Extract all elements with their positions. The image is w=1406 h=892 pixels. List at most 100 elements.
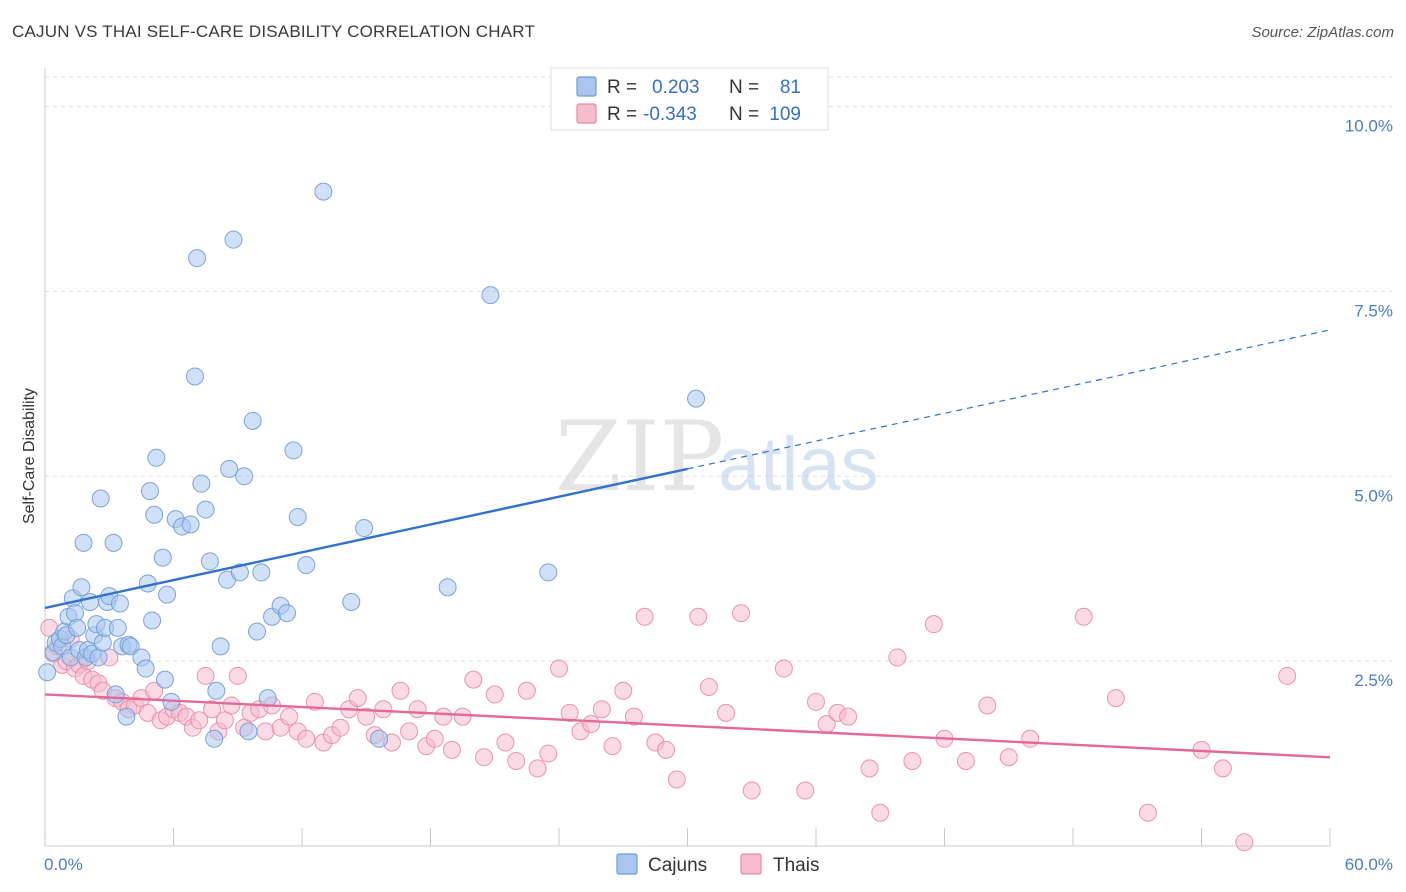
cajun-point [278,604,297,623]
watermark: ZIP atlas [555,401,879,513]
thai-point [453,707,472,726]
watermark-zip: ZIP [555,401,724,513]
cajun-point [91,489,110,508]
thai-point [732,604,751,623]
cajun-point [481,286,500,305]
thai-point [624,707,643,726]
cajun-trendline [44,467,688,610]
cajun-point [68,618,87,637]
thai-point [903,751,922,770]
thai-point [560,703,579,722]
cajun-point [370,729,389,748]
thai-point [400,722,419,741]
thai-point [1106,689,1125,708]
thai-point [485,685,504,704]
cajun-point [188,249,207,268]
thai-point [331,718,350,737]
thai-point [348,689,367,708]
thai-point [1138,803,1157,822]
thai-point [603,737,622,756]
cajun-points [38,182,706,748]
cajun-point [72,578,91,597]
legend-r-value-cajuns: 0.203 [652,77,700,98]
bottom-legend-swatch-cajuns [616,853,638,875]
thai-point [357,707,376,726]
thai-point [475,748,494,767]
thai-point [1278,666,1297,685]
x-ticks [44,828,1331,846]
thai-point [507,751,526,770]
thai-point [374,700,393,719]
cajun-point [239,722,258,741]
cajun-point [297,556,316,575]
cajun-point [220,459,239,478]
cajun-point [136,659,155,678]
thai-point [614,681,633,700]
cajun-point [155,670,174,689]
cajun-point [224,230,243,249]
thai-point [528,759,547,778]
thai-point [978,696,997,715]
thai-point [305,692,324,711]
bottom-legend-label-thais: Thais [773,855,819,876]
cajun-point [117,707,136,726]
thai-point [517,681,536,700]
cajun-point [145,505,164,524]
thai-point [539,744,558,763]
thai-points [40,604,1297,852]
series-legend: Cajuns Thais [616,853,819,876]
cajun-point [211,637,230,656]
cajun-point [539,563,558,582]
cajun-point [110,594,129,613]
thai-point [860,759,879,778]
y-tick-label: 2.5% [1354,671,1393,690]
thai-point [1021,729,1040,748]
thai-point [256,722,275,741]
thai-point [999,748,1018,767]
x-tick-label-min: 0.0% [44,855,83,874]
cajun-point [153,548,172,567]
thai-point [807,692,825,711]
cajun-point [207,681,226,700]
thai-point [956,751,975,770]
thai-point [774,659,793,678]
cajun-point [147,448,166,467]
thai-point [699,678,718,697]
cajun-point [93,633,112,652]
source-credit: Source: ZipAtlas.com [1251,24,1394,41]
cajun-point [181,515,200,534]
legend-n-label-thais: N = [729,104,759,125]
cajun-point [314,182,333,201]
thai-point [434,707,453,726]
thai-point [689,607,708,626]
thai-point [203,700,222,719]
thai-point [871,803,890,822]
bottom-legend-swatch-thais [740,853,762,875]
cajun-point [235,467,254,486]
legend-r-label-thais: R = [607,104,637,125]
thai-point [717,703,736,722]
y-tick-label: 7.5% [1354,301,1393,320]
thai-point [425,729,444,748]
y-tick-label: 10.0% [1345,117,1393,136]
thai-point [464,670,483,689]
cajun-point [284,441,303,460]
chart-title: CAJUN VS THAI SELF-CARE DISABILITY CORRE… [12,22,536,41]
thai-point [667,770,686,789]
y-tick-labels: 2.5% 5.0% 7.5% 10.0% [1345,117,1393,691]
cajun-point [158,585,177,604]
thai-point [228,666,247,685]
cajun-point [38,663,57,682]
thai-point [924,615,943,634]
cajun-point [258,689,277,708]
thai-point [582,714,601,733]
legend-swatch-thais [576,103,597,124]
watermark-atlas: atlas [718,422,879,507]
cajun-point [185,367,204,386]
legend-n-value-cajuns: 81 [780,77,801,98]
thai-point [496,733,515,752]
legend-r-value-thais: -0.343 [643,104,697,125]
cajun-point [196,500,215,519]
cajun-point [687,389,706,408]
